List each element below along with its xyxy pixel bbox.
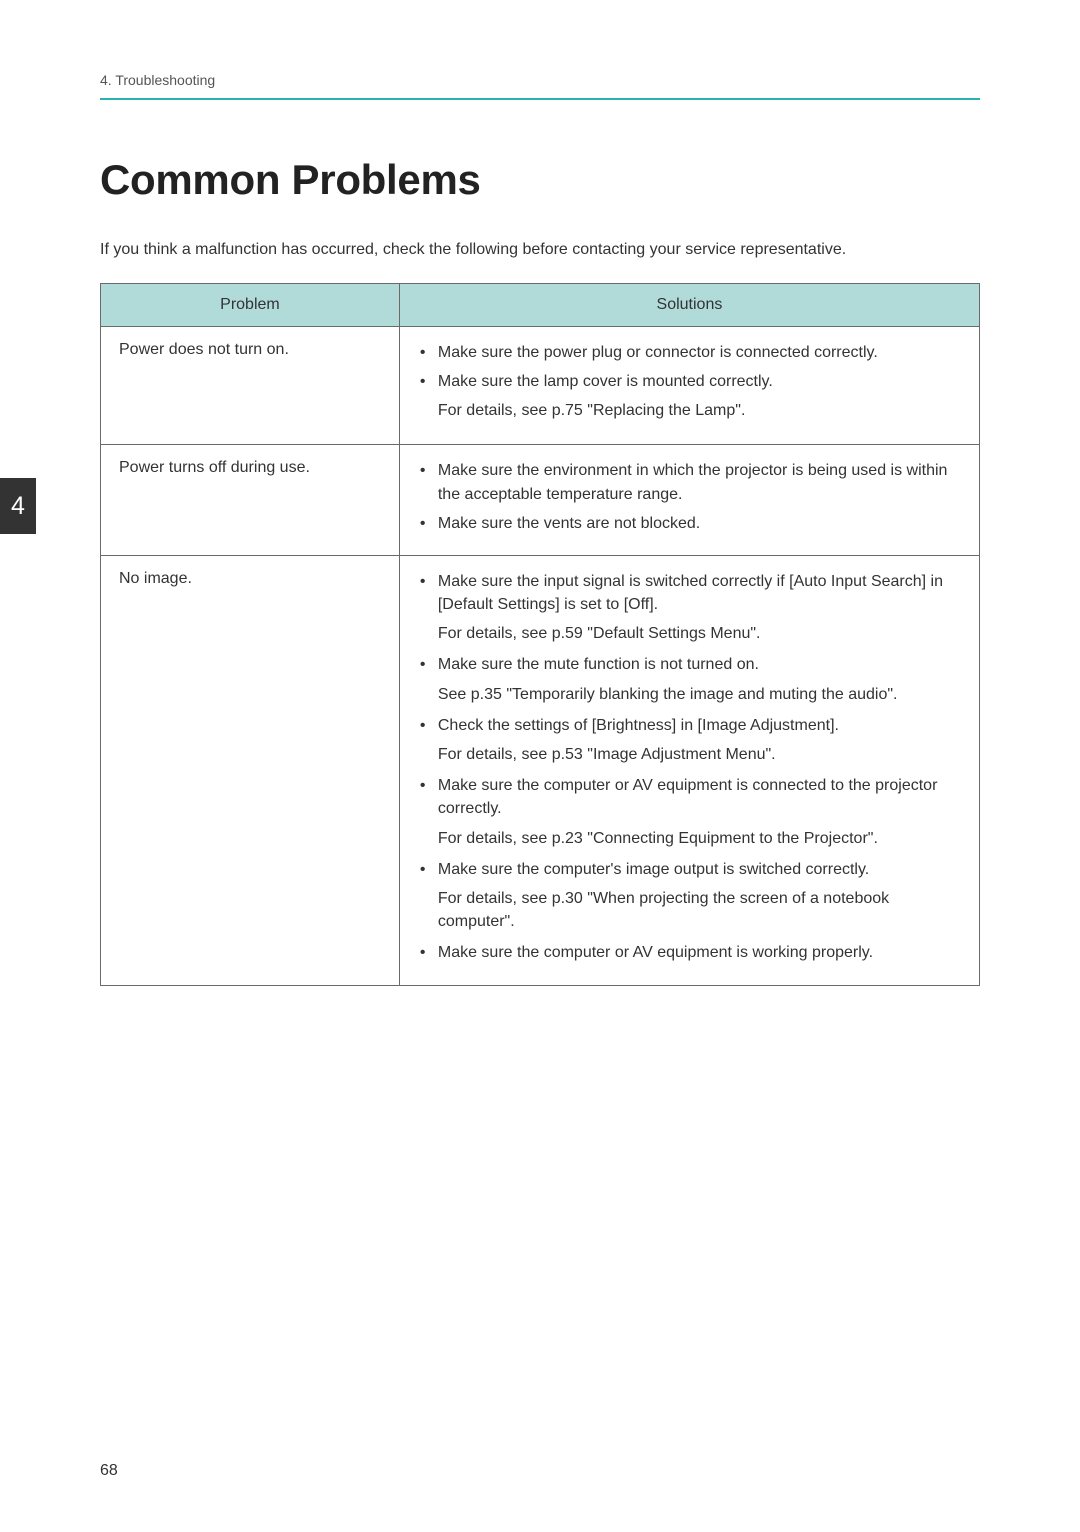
solution-subtext: For details, see p.53 "Image Adjustment … <box>438 743 963 766</box>
solutions-cell: Make sure the input signal is switched c… <box>399 555 979 985</box>
table-header-solutions: Solutions <box>399 283 979 326</box>
solution-subtext: See p.35 "Temporarily blanking the image… <box>438 683 963 706</box>
header-chapter-label: 4. Troubleshooting <box>100 72 980 100</box>
page-container: 4. Troubleshooting Common Problems If yo… <box>0 0 1080 1532</box>
problem-cell: Power does not turn on. <box>101 326 400 445</box>
solution-text: Make sure the lamp cover is mounted corr… <box>438 373 773 390</box>
solutions-cell: Make sure the environment in which the p… <box>399 445 979 556</box>
list-item: Check the settings of [Brightness] in [I… <box>418 714 963 766</box>
troubleshooting-table: Problem Solutions Power does not turn on… <box>100 283 980 986</box>
solutions-cell: Make sure the power plug or connector is… <box>399 326 979 445</box>
table-header-row: Problem Solutions <box>101 283 980 326</box>
list-item: Make sure the computer or AV equipment i… <box>418 941 963 964</box>
list-item: Make sure the computer's image output is… <box>418 858 963 934</box>
solution-text: Make sure the mute function is not turne… <box>438 656 759 673</box>
solution-text: Make sure the computer or AV equipment i… <box>438 944 873 961</box>
list-item: Make sure the vents are not blocked. <box>418 512 963 535</box>
page-title: Common Problems <box>100 156 980 204</box>
solution-subtext: For details, see p.30 "When projecting t… <box>438 887 963 933</box>
solution-text: Make sure the vents are not blocked. <box>438 515 700 532</box>
solution-subtext: For details, see p.59 "Default Settings … <box>438 622 963 645</box>
table-row: Power does not turn on. Make sure the po… <box>101 326 980 445</box>
solution-text: Check the settings of [Brightness] in [I… <box>438 717 839 734</box>
list-item: Make sure the power plug or connector is… <box>418 341 963 364</box>
list-item: Make sure the computer or AV equipment i… <box>418 774 963 850</box>
solution-text: Make sure the power plug or connector is… <box>438 344 878 361</box>
intro-paragraph: If you think a malfunction has occurred,… <box>100 238 980 263</box>
list-item: Make sure the input signal is switched c… <box>418 570 963 646</box>
page-number: 68 <box>100 1462 118 1480</box>
table-header-problem: Problem <box>101 283 400 326</box>
solutions-list: Make sure the power plug or connector is… <box>418 341 963 423</box>
solutions-list: Make sure the environment in which the p… <box>418 459 963 535</box>
list-item: Make sure the environment in which the p… <box>418 459 963 505</box>
solution-subtext: For details, see p.23 "Connecting Equipm… <box>438 827 963 850</box>
list-item: Make sure the mute function is not turne… <box>418 653 963 705</box>
problem-cell: Power turns off during use. <box>101 445 400 556</box>
table-row: Power turns off during use. Make sure th… <box>101 445 980 556</box>
solution-text: Make sure the environment in which the p… <box>438 462 948 502</box>
solutions-list: Make sure the input signal is switched c… <box>418 570 963 965</box>
problem-cell: No image. <box>101 555 400 985</box>
solution-text: Make sure the input signal is switched c… <box>438 573 943 613</box>
list-item: Make sure the lamp cover is mounted corr… <box>418 370 963 422</box>
solution-text: Make sure the computer's image output is… <box>438 861 869 878</box>
solution-text: Make sure the computer or AV equipment i… <box>438 777 938 817</box>
table-row: No image. Make sure the input signal is … <box>101 555 980 985</box>
solution-subtext: For details, see p.75 "Replacing the Lam… <box>438 399 963 422</box>
